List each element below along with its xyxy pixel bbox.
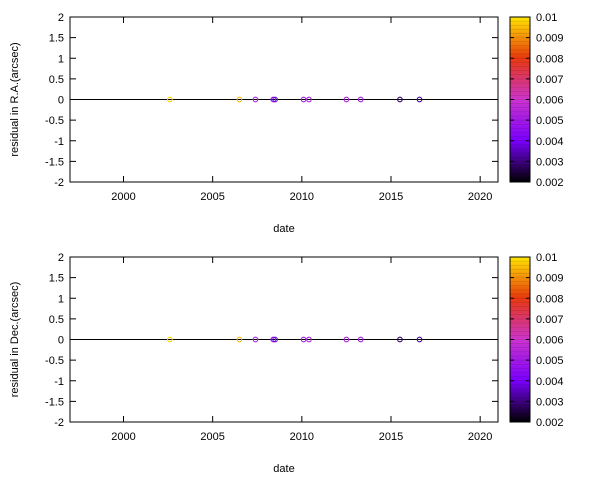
data-point xyxy=(272,96,278,103)
colorbar-tick-label: 0.01 xyxy=(536,252,557,264)
data-point xyxy=(270,96,277,103)
y-tick-label: 0 xyxy=(58,95,64,107)
data-point xyxy=(252,336,259,343)
x-tick-label: 2000 xyxy=(111,431,135,443)
colorbar-tick-label: 0.009 xyxy=(536,33,564,45)
colorbar-tick-label: 0.007 xyxy=(536,314,564,326)
colorbar-tick-label: 0.009 xyxy=(536,273,564,285)
y-tick-label: -2 xyxy=(54,417,64,429)
y-tick-label: -0.5 xyxy=(45,115,64,127)
y-tick-label: -0.5 xyxy=(45,355,64,367)
x-tick-label: 2020 xyxy=(468,191,492,203)
data-point xyxy=(236,96,243,103)
data-point xyxy=(252,96,259,103)
colorbar-tick-label: 0.003 xyxy=(536,156,564,168)
x-tick-label: 2020 xyxy=(468,431,492,443)
y-axis-title: residual in R.A.(arcsec) xyxy=(9,42,21,156)
data-point xyxy=(300,336,307,343)
y-axis-title: residual in Dec.(arcsec) xyxy=(9,282,21,398)
residual-panel-1: -2 -1.5 -1 -0.5 0 0.5 1 1.5 2 2000 2005 2010 2015 202… xyxy=(9,12,564,235)
y-tick-label: -1.5 xyxy=(45,156,64,168)
colorbar-tick-label: 0.005 xyxy=(536,115,564,127)
y-tick-label: -1 xyxy=(54,136,64,148)
x-tick-label: 2015 xyxy=(379,431,403,443)
residual-panel-2: -2 -1.5 -1 -0.5 0 0.5 1 1.5 2 2000 2005 2010 2015 202… xyxy=(9,252,564,475)
colorbar: 0.002 0.003 0.004 0.005 0.006 0.007 0.008 0.009… xyxy=(509,12,564,189)
data-point xyxy=(300,96,307,103)
colorbar-tick-label: 0.006 xyxy=(536,335,564,347)
x-tick-label: 2015 xyxy=(379,191,403,203)
data-point xyxy=(306,96,312,103)
data-point xyxy=(236,336,243,343)
data-point xyxy=(397,96,403,103)
x-tick-label: 2000 xyxy=(111,191,135,203)
y-tick-label: 0.5 xyxy=(49,314,64,326)
data-point xyxy=(416,336,423,343)
data-point xyxy=(306,336,312,343)
colorbar-tick-label: 0.008 xyxy=(536,53,564,65)
data-point xyxy=(397,336,403,343)
colorbar-tick-label: 0.002 xyxy=(536,177,564,189)
data-point xyxy=(167,336,173,343)
colorbar-tick-label: 0.004 xyxy=(536,376,564,388)
y-tick-label: 0 xyxy=(58,335,64,347)
data-point xyxy=(272,336,278,343)
data-point xyxy=(357,336,364,343)
y-tick-label: 1.5 xyxy=(49,273,64,285)
colorbar-tick-label: 0.007 xyxy=(536,74,564,86)
colorbar-tick-label: 0.005 xyxy=(536,355,564,367)
x-tick-label: 2010 xyxy=(290,431,314,443)
x-axis-title: date xyxy=(273,463,294,475)
y-tick-label: -1.5 xyxy=(45,396,64,408)
x-tick-label: 2005 xyxy=(200,431,224,443)
colorbar-tick-label: 0.006 xyxy=(536,95,564,107)
y-tick-label: -2 xyxy=(54,177,64,189)
y-tick-label: 2 xyxy=(58,12,64,24)
colorbar-tick-label: 0.004 xyxy=(536,136,564,148)
x-tick-label: 2010 xyxy=(290,191,314,203)
x-tick-label: 2005 xyxy=(200,191,224,203)
data-point xyxy=(167,96,173,103)
data-point xyxy=(416,96,423,103)
y-tick-label: 1 xyxy=(58,53,64,65)
y-tick-label: 2 xyxy=(58,252,64,264)
colorbar-tick-label: 0.003 xyxy=(536,396,564,408)
colorbar-tick-label: 0.01 xyxy=(536,12,557,24)
data-point xyxy=(357,96,364,103)
y-tick-label: -1 xyxy=(54,376,64,388)
y-tick-label: 0.5 xyxy=(49,74,64,86)
data-point xyxy=(343,96,350,103)
data-point xyxy=(270,336,277,343)
data-point xyxy=(343,336,350,343)
x-axis-title: date xyxy=(273,223,294,235)
colorbar-tick-label: 0.002 xyxy=(536,417,564,429)
colorbar: 0.002 0.003 0.004 0.005 0.006 0.007 0.008 0.009… xyxy=(509,252,564,429)
y-tick-label: 1.5 xyxy=(49,33,64,45)
colorbar-tick-label: 0.008 xyxy=(536,293,564,305)
y-tick-label: 1 xyxy=(58,293,64,305)
